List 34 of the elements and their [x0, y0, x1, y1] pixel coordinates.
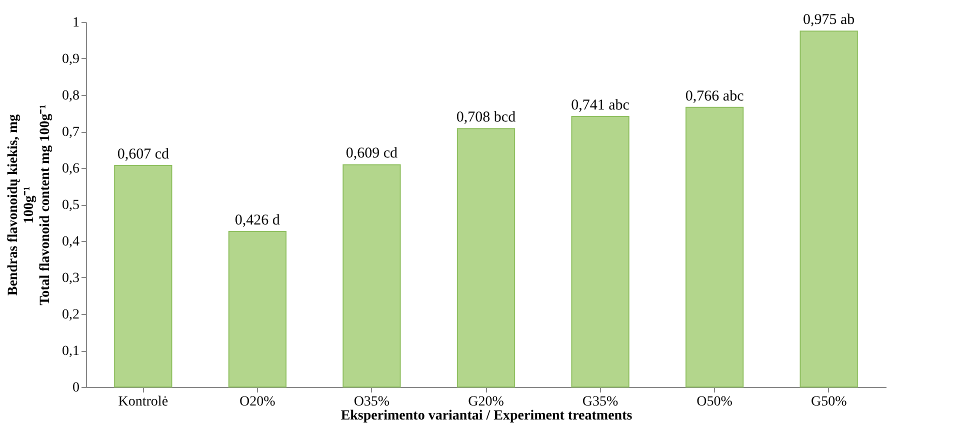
data-label: 0,607 cd	[117, 146, 170, 162]
data-label: 0,426 d	[234, 212, 280, 229]
bar	[571, 116, 630, 388]
bar	[228, 231, 286, 388]
x-tick-label: G35%	[582, 394, 619, 410]
x-tick-label: O35%	[354, 394, 390, 410]
y-tick-label: 0,8	[62, 88, 80, 104]
y-tick-label: 0,4	[62, 234, 80, 250]
bar	[800, 30, 858, 388]
data-label: 0,975 ab	[803, 12, 855, 28]
x-axis-title: Eksperimento variantai / Experiment treatments	[340, 408, 633, 424]
bar	[342, 164, 401, 388]
x-tick-label: G50%	[810, 394, 848, 410]
x-tick-label: O20%	[240, 394, 276, 410]
y-tick-label: 0,1	[62, 344, 80, 359]
x-tick-label: Kontrolė	[118, 394, 168, 410]
bar	[686, 106, 744, 388]
y-tick-label: 1	[72, 16, 80, 30]
y-tick-label: 0,6	[62, 162, 80, 176]
y-tick-label: 0	[72, 380, 80, 396]
data-label: 0,766 abc	[685, 88, 744, 104]
y-tick-label: 0,2	[62, 308, 80, 322]
data-label: 0,609 cd	[346, 146, 398, 162]
y-tick-label: 0,9	[62, 52, 80, 67]
y-tick-label: 0,5	[62, 198, 80, 213]
data-label: 0,741 abc	[571, 98, 630, 114]
x-tick-label: G20%	[468, 394, 504, 410]
data-label: 0,708 bcd	[456, 110, 516, 126]
y-axis-title: Bendras flavonoidų kiekis, mg 100g⁻¹ Total flavonoid content mg 100g⁻¹	[6, 104, 53, 306]
bar	[114, 164, 172, 388]
x-tick-label: O50%	[696, 394, 733, 410]
bar	[456, 128, 516, 388]
y-tick-label: 0,7	[62, 125, 80, 140]
y-tick-label: 0,3	[62, 271, 80, 286]
